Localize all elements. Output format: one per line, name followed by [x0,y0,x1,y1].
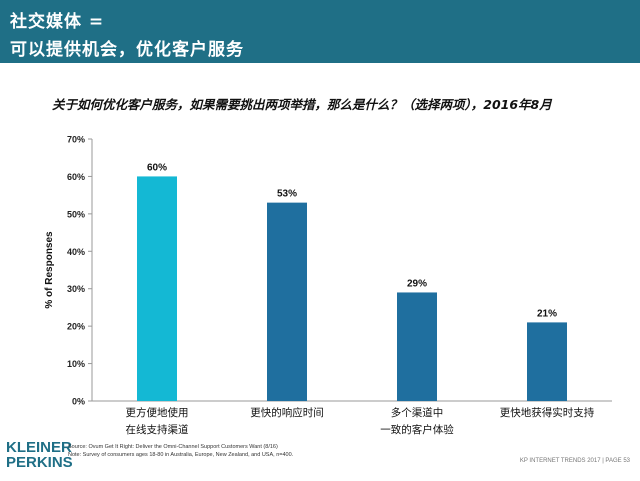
slide-title-line-1: 社交媒体 = [10,12,105,32]
x-category-label: 多个渠道中 [391,406,444,419]
y-tick-label: 70% [67,135,85,145]
note-line: Note: Survey of consumers ages 18-80 in … [68,451,294,458]
source-note: Source: Ovum Get It Right: Deliver the O… [68,444,293,459]
logo-line-1: KLEINER [6,439,72,456]
slide-header: 社交媒体 = 可以提供机会，优化客户服务 [0,0,640,63]
bar-value-label: 29% [407,278,427,289]
y-tick-label: 50% [67,209,85,219]
page-footer: KP INTERNET TRENDS 2017 | PAGE 53 [519,458,630,464]
chart-title: 关于如何优化客户服务，如果需要挑出两项举措，那么是什么？（选择两项），2016年… [52,97,552,112]
x-category-label: 更快的响应时间 [250,406,324,419]
logo-line-2: PERKINS [6,454,73,471]
y-tick-label: 10% [67,359,85,369]
bar-value-label: 53% [277,189,297,200]
source-line: Source: Ovum Get It Right: Deliver the O… [68,444,278,450]
x-category-label: 更方便地使用 [126,406,189,419]
bar-value-label: 21% [537,308,557,319]
x-category-label: 更快地获得实时支持 [500,406,595,419]
bar [397,292,437,401]
x-category-label: 在线支持渠道 [126,423,189,436]
y-axis-title: % of Responses [44,231,55,309]
y-tick-label: 30% [67,284,85,294]
company-logo: KLEINER PERKINS [6,440,73,470]
bar [527,322,567,401]
x-category-label: 一致的客户体验 [380,423,454,436]
bar-value-label: 60% [147,162,167,173]
y-tick-label: 0% [72,397,85,407]
y-tick-label: 20% [67,322,85,332]
bar [137,176,177,401]
bar [267,202,307,401]
y-tick-label: 60% [67,172,85,182]
slide-title-line-2: 可以提供机会，优化客户服务 [10,40,244,60]
y-tick-label: 40% [67,247,85,257]
